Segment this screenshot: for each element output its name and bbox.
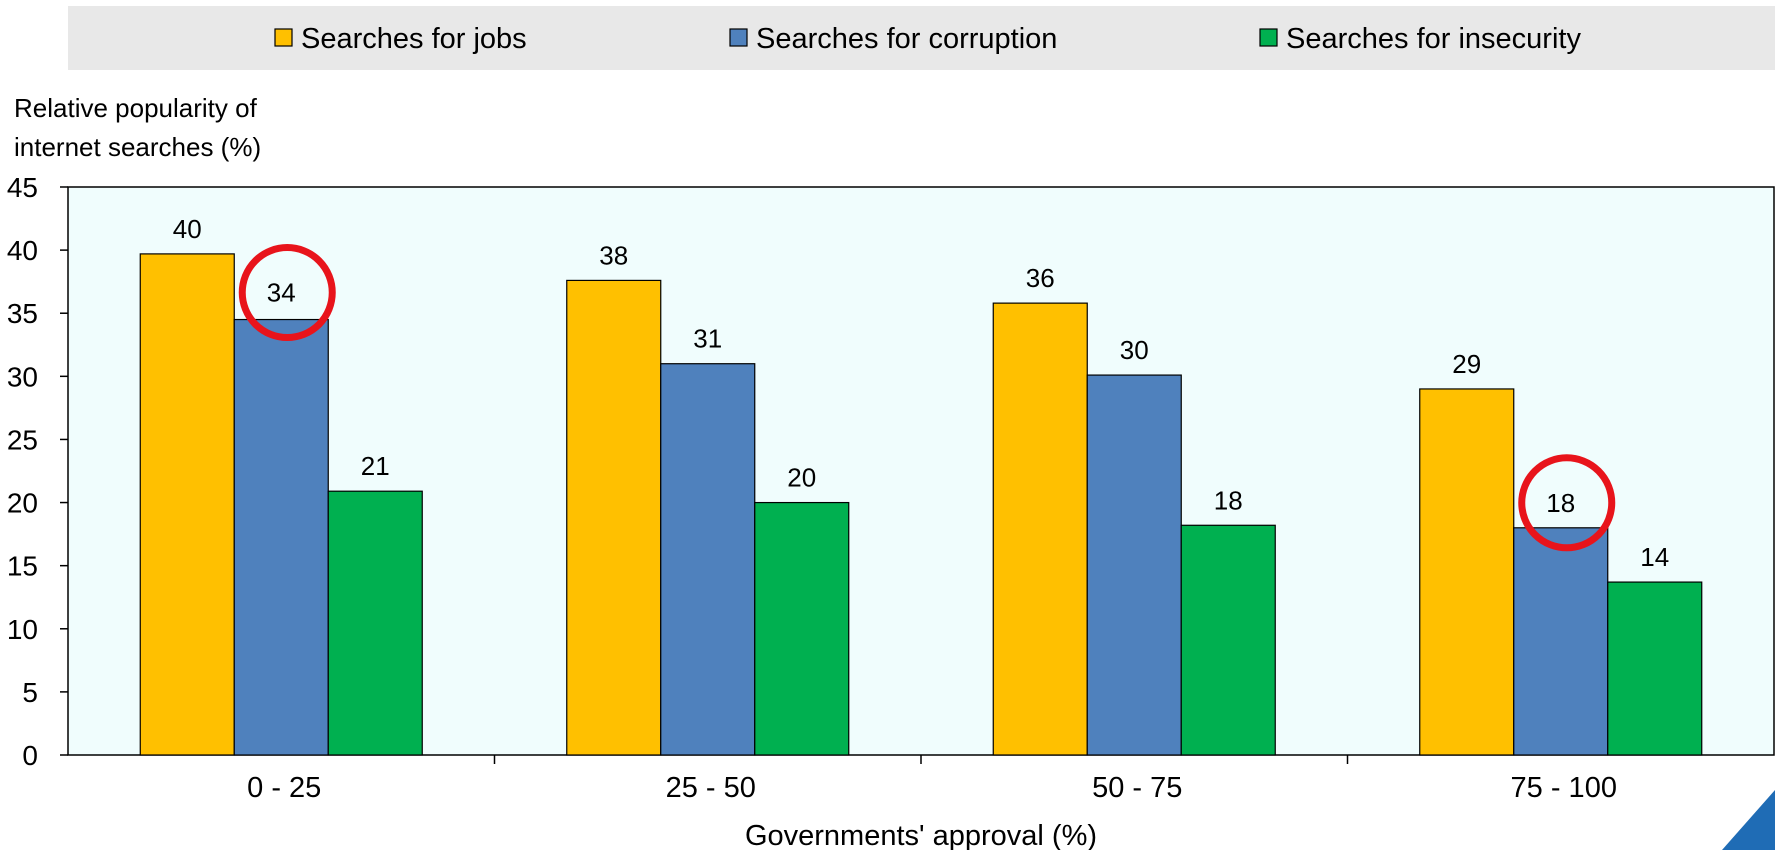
bar-value-label: 29	[1452, 349, 1481, 379]
bar-jobs	[1419, 388, 1515, 756]
y-tick-label: 30	[7, 361, 38, 392]
x-axis: 0 - 25 25 - 50 50 - 75 75 - 100	[247, 755, 1617, 804]
bars	[139, 253, 1703, 756]
legend-label: Searches for insecurity	[1286, 23, 1581, 55]
bar-value-label: 38	[599, 240, 628, 270]
bar-jobs	[992, 302, 1088, 756]
x-tick-label: 0 - 25	[247, 772, 321, 804]
bar-value-label: 34	[267, 278, 296, 308]
y-axis: 0 5 10 15 20 25 30 35 40 45	[7, 172, 68, 771]
bar-insecurity	[327, 490, 423, 756]
bar-corruption	[233, 318, 329, 756]
y-tick-label: 0	[22, 740, 38, 771]
highlight-circles	[238, 244, 1616, 552]
bar-corruption	[1513, 527, 1609, 756]
bar-value-label: 18	[1214, 485, 1243, 515]
bar-value-label: 18	[1546, 488, 1575, 518]
bar-value-label: 40	[173, 214, 202, 244]
x-tick-label: 75 - 100	[1511, 772, 1617, 804]
bar-jobs	[566, 279, 662, 756]
legend-label: Searches for jobs	[301, 23, 527, 55]
y-axis-title-line-2: internet searches (%)	[14, 132, 261, 162]
legend-swatch	[729, 28, 748, 47]
y-tick-label: 35	[7, 298, 38, 329]
y-tick-label: 10	[7, 614, 38, 645]
y-tick-label: 15	[7, 551, 38, 582]
bar-value-label: 20	[787, 463, 816, 493]
y-tick-label: 5	[22, 677, 38, 708]
legend-background	[68, 6, 1775, 70]
bar-value-label: 31	[693, 324, 722, 354]
y-tick-label: 20	[7, 488, 38, 519]
x-tick-label: 50 - 75	[1092, 772, 1182, 804]
y-tick-label: 45	[7, 172, 38, 203]
legend-swatch	[274, 28, 293, 47]
highlight-circle	[238, 244, 336, 342]
y-axis-title-line-1: Relative popularity of	[14, 93, 258, 123]
bar-insecurity	[1607, 581, 1703, 756]
bar-insecurity	[1180, 524, 1276, 756]
y-tick-label: 40	[7, 235, 38, 266]
bar-insecurity	[754, 501, 850, 756]
corner-decoration	[1722, 790, 1775, 850]
x-tick-label: 25 - 50	[666, 772, 756, 804]
legend: Searches for jobs Searches for corruption…	[274, 23, 1581, 55]
bar-value-label: 30	[1120, 335, 1149, 365]
bar-corruption	[1086, 374, 1182, 756]
highlight-circle	[1518, 454, 1616, 552]
bar-value-label: 14	[1640, 542, 1669, 572]
legend-swatch	[1259, 28, 1278, 47]
bar-jobs	[139, 253, 235, 756]
bar-value-label: 36	[1026, 263, 1055, 293]
y-tick-label: 25	[7, 424, 38, 455]
value-labels: 40 34 21 38 31 20 36 30 18 29 18 14	[173, 214, 1669, 572]
bar-value-label: 21	[361, 451, 390, 481]
bar-corruption	[660, 363, 756, 756]
x-axis-title: Governments' approval (%)	[745, 820, 1097, 850]
legend-label: Searches for corruption	[756, 23, 1057, 55]
